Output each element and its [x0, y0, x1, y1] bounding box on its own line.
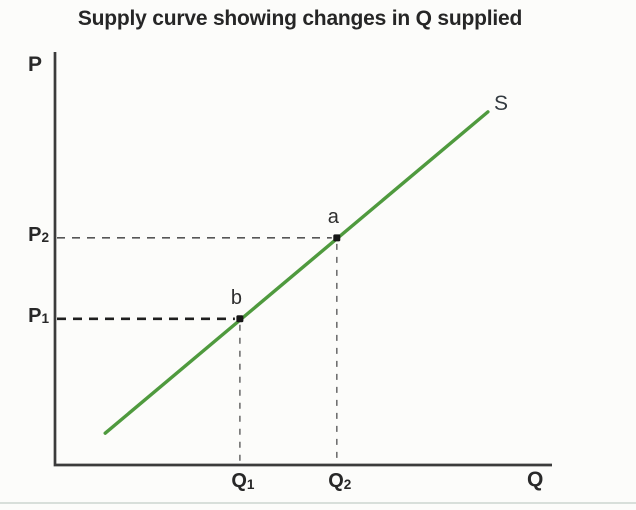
- point-label-b: b: [230, 286, 242, 309]
- x-axis-label: Q: [527, 468, 544, 491]
- y-tick-p2: P2: [7, 224, 49, 247]
- point-label-a: a: [327, 205, 339, 228]
- chart-title: Supply curve showing changes in Q suppli…: [77, 7, 523, 30]
- supply-curve-label: S: [494, 92, 509, 115]
- x-tick-q1-sub: 1: [246, 476, 255, 492]
- y-tick-p2-base: P: [28, 223, 42, 246]
- x-tick-q2-sub: 2: [343, 476, 352, 492]
- x-tick-q2: Q2: [318, 470, 362, 493]
- y-tick-p1-sub: 1: [41, 311, 49, 327]
- point-marker-b: [236, 315, 244, 323]
- scan-edge-line: [0, 502, 636, 504]
- axes: [53, 52, 552, 467]
- y-tick-p2-sub: 2: [41, 230, 49, 246]
- y-tick-p1-base: P: [28, 304, 42, 327]
- x-tick-q1-base: Q: [231, 470, 247, 492]
- point-marker-a: [333, 234, 341, 242]
- x-tick-q2-base: Q: [328, 470, 344, 492]
- supply-line: [103, 110, 490, 435]
- x-tick-q1: Q1: [221, 470, 265, 493]
- y-axis-label: P: [28, 53, 43, 76]
- y-tick-p1: P1: [7, 305, 49, 328]
